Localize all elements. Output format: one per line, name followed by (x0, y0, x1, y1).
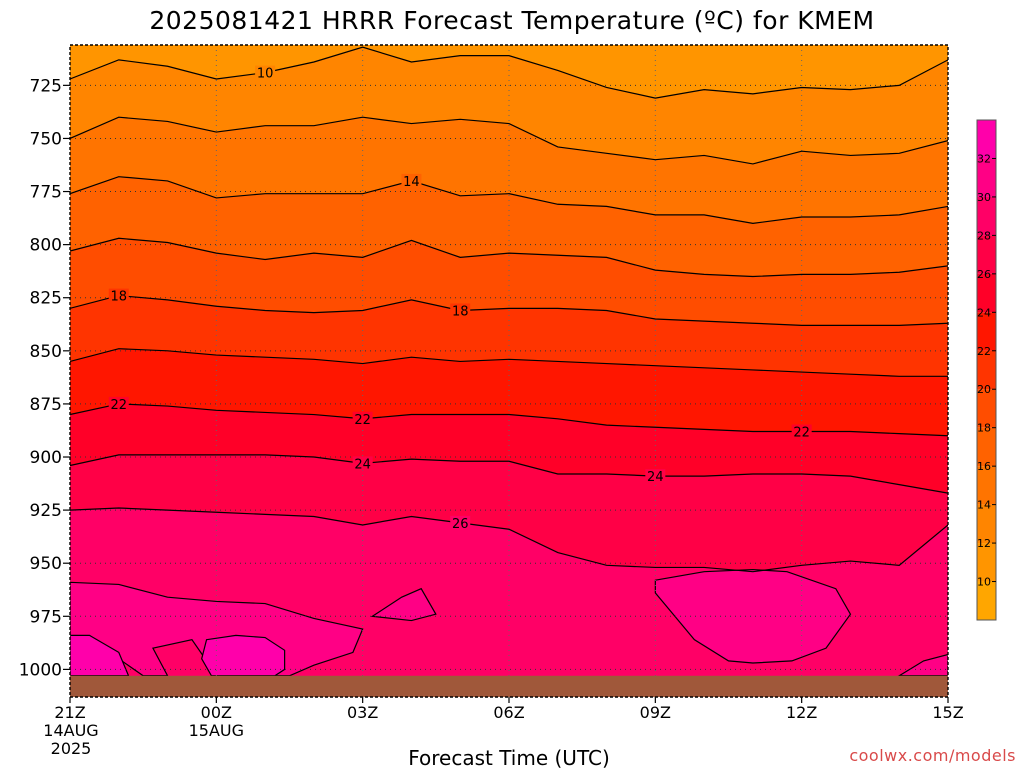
x-tick-label: 21Z (54, 703, 85, 722)
contour-label-bg (352, 456, 373, 471)
contour-label: 10 (257, 67, 274, 82)
y-tick-label: 1000 (19, 660, 62, 680)
contour-label-bg (791, 424, 812, 439)
y-tick-label: 750 (30, 129, 62, 149)
colorbar-tick-label: 20 (977, 383, 991, 396)
colorbar-tick-label: 16 (977, 460, 991, 473)
y-axis-ticks: 725 750 775 800 825 850 875 900 925 950 975 1000 (19, 76, 70, 680)
colorbar-segment (977, 581, 996, 620)
colorbar-tick-label: 10 (977, 576, 991, 589)
contour-label-bg (255, 65, 276, 80)
contour-lines (70, 46, 948, 573)
colorbar-segment (977, 427, 996, 467)
y-tick-label: 875 (30, 395, 62, 415)
x-axis-label: Forecast Time (UTC) (408, 746, 610, 768)
colorbar: 10 12 14 16 18 20 22 24 26 28 30 32 (976, 119, 997, 621)
colorbar-segment (977, 350, 996, 390)
colorbar-segment (977, 389, 996, 428)
contour-label: 22 (354, 413, 371, 428)
colorbar-segment (977, 235, 996, 274)
contour-label: 24 (354, 457, 371, 472)
contour-label: 24 (647, 470, 664, 485)
colorbar-segment (977, 543, 996, 582)
contour-line-20 (70, 348, 948, 377)
contour-label: 18 (452, 304, 469, 319)
colorbar-tick-label: 28 (977, 229, 991, 242)
contour-line-10 (70, 46, 948, 99)
x-tick-label: 00Z (201, 703, 232, 722)
contour-label-bg (450, 303, 471, 318)
contour-label: 22 (793, 426, 810, 441)
y-tick-label: 850 (30, 342, 62, 362)
colorbar-tick-label: 30 (977, 191, 991, 204)
plot-area (70, 45, 948, 697)
contour-label: 18 (111, 290, 128, 305)
y-tick-label: 925 (30, 501, 62, 521)
contour-label-bg (401, 173, 422, 188)
x-tick-label: 09Z (640, 703, 671, 722)
x-tick-label: 12Z (786, 703, 817, 722)
warm-region-28 (897, 653, 948, 677)
contour-line-18 (70, 294, 948, 326)
contour-label-bg (108, 288, 129, 303)
contour-label-bg (352, 411, 373, 426)
contour-line-12 (70, 116, 948, 165)
contour-label: 22 (111, 398, 128, 413)
warm-region-30 (201, 634, 286, 677)
x-tick-label: 2025 (51, 739, 92, 758)
chart-title: 2025081421 HRRR Forecast Temperature (ºC… (149, 6, 874, 35)
colorbar-frame (976, 119, 997, 621)
y-tick-label: 900 (30, 448, 62, 468)
y-tick-label: 775 (30, 183, 62, 203)
contour-label-bg (108, 396, 129, 411)
credit-text: coolwx.com/models (849, 746, 1016, 765)
y-tick-label: 725 (30, 76, 62, 96)
y-tick-label: 825 (30, 289, 62, 309)
contour-label: 26 (452, 517, 469, 532)
x-tick-label: 14AUG (43, 721, 98, 740)
colorbar-tick-label: 18 (977, 422, 991, 435)
warm-region-28 (70, 581, 364, 677)
colorbar-segment (977, 312, 996, 351)
contour-line-24 (70, 454, 948, 494)
contour-line-26 (70, 507, 948, 573)
y-tick-label: 975 (30, 607, 62, 627)
colorbar-tick-label: 12 (977, 537, 991, 550)
contour-line-14 (70, 176, 948, 225)
x-tick-label: 03Z (347, 703, 378, 722)
y-tick-label: 950 (30, 554, 62, 574)
colorbar-segment (977, 120, 996, 159)
contour-line-16 (70, 237, 948, 278)
colorbar-tick-label: 22 (977, 345, 991, 358)
colorbar-tick-label: 24 (977, 306, 991, 319)
warm-region-30 (70, 634, 130, 677)
y-tick-label: 800 (30, 236, 62, 256)
contour-label-bg (645, 469, 666, 484)
warm-region-28 (654, 568, 852, 664)
x-tick-label: 15Z (932, 703, 963, 722)
colorbar-segment (977, 466, 996, 505)
colorbar-tick-label: 32 (977, 152, 991, 165)
x-tick-label: 06Z (493, 703, 524, 722)
x-tick-label: 15AUG (189, 721, 244, 740)
colorbar-segment (977, 504, 996, 544)
colorbar-tick-label: 14 (977, 499, 991, 512)
contour-labels: 10 14 18 18 22 22 22 24 24 26 (108, 65, 812, 532)
contour-label-bg (450, 515, 471, 530)
colorbar-segment (977, 273, 996, 313)
contour-label: 14 (403, 175, 420, 190)
warm-region-28 (370, 587, 437, 622)
colorbar-segment (977, 196, 996, 236)
grid-lines (70, 45, 948, 697)
colorbar-segment (977, 158, 996, 197)
warm-regions (70, 568, 948, 677)
ground-below-surface (70, 675, 948, 697)
colorbar-tick-label: 26 (977, 268, 991, 281)
